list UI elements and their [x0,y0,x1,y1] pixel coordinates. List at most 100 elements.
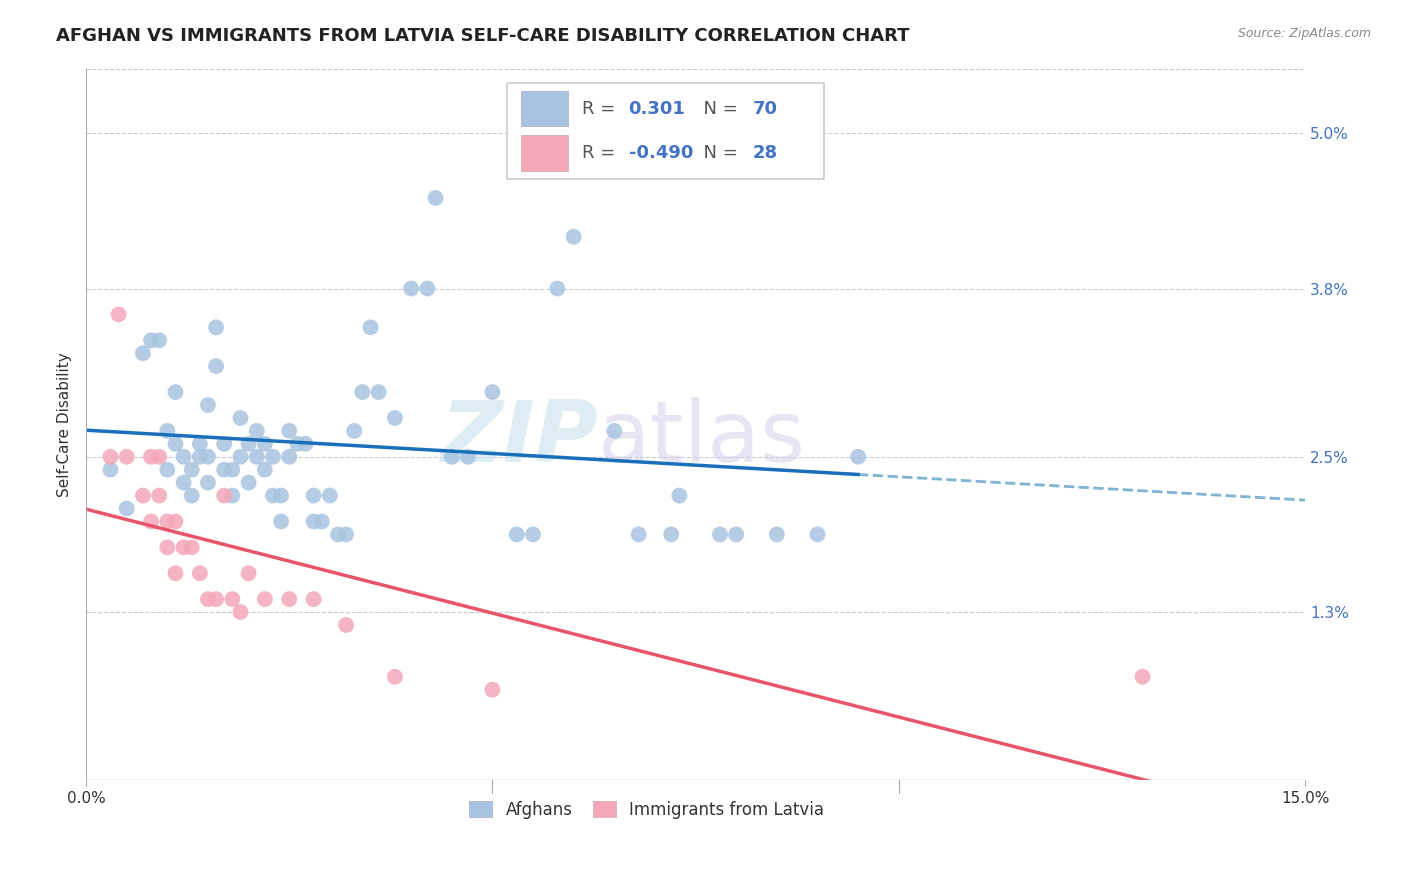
Point [197,475,219,490]
Point [139,333,162,347]
Point [806,527,828,541]
Point [335,527,357,541]
Point [294,437,316,451]
Point [180,541,202,555]
Point [221,463,243,477]
Point [522,527,544,541]
Text: AFGHAN VS IMMIGRANTS FROM LATVIA SELF-CARE DISABILITY CORRELATION CHART: AFGHAN VS IMMIGRANTS FROM LATVIA SELF-CA… [56,27,910,45]
Legend: Afghans, Immigrants from Latvia: Afghans, Immigrants from Latvia [463,794,831,825]
Point [148,450,170,464]
Point [278,592,301,607]
Point [188,450,211,464]
Point [319,489,342,503]
FancyBboxPatch shape [522,91,568,127]
Point [221,592,243,607]
Point [132,489,155,503]
Point [139,450,162,464]
Point [212,489,235,503]
Point [440,450,463,464]
Point [457,450,479,464]
Point [562,229,585,244]
Point [481,385,503,400]
Text: -0.490: -0.490 [628,144,693,162]
Point [156,515,179,529]
Point [326,527,349,541]
Point [399,281,422,295]
Point [165,385,187,400]
Text: R =: R = [582,144,621,162]
Point [180,463,202,477]
Point [115,450,138,464]
Point [384,670,406,684]
Point [100,463,122,477]
FancyBboxPatch shape [522,135,568,170]
Point [352,385,374,400]
Point [335,618,357,632]
Point [229,411,252,425]
Point [212,437,235,451]
Text: 0.301: 0.301 [628,100,685,118]
Point [659,527,682,541]
Point [668,489,690,503]
Point [212,463,235,477]
Point [425,191,447,205]
Point [107,307,129,321]
Point [603,424,626,438]
Point [384,411,406,425]
Point [188,566,211,581]
Point [197,398,219,412]
Point [148,489,170,503]
Point [156,424,179,438]
Point [173,450,195,464]
Point [285,437,308,451]
Point [725,527,748,541]
Point [238,566,260,581]
Text: N =: N = [692,144,744,162]
Point [367,385,389,400]
Point [173,541,195,555]
Point [188,437,211,451]
Point [115,501,138,516]
Point [197,592,219,607]
Text: Source: ZipAtlas.com: Source: ZipAtlas.com [1237,27,1371,40]
Text: ZIP: ZIP [440,397,598,480]
Point [180,489,202,503]
Point [173,475,195,490]
Point [221,489,243,503]
Point [278,424,301,438]
Point [165,515,187,529]
Point [416,281,439,295]
Point [1132,670,1154,684]
Point [846,450,869,464]
Point [156,463,179,477]
Point [709,527,731,541]
Point [302,592,325,607]
Point [302,489,325,503]
Point [627,527,650,541]
Point [205,592,228,607]
Point [229,605,252,619]
Point [165,566,187,581]
Point [139,515,162,529]
Point [270,489,292,503]
Point [205,359,228,374]
Point [262,450,284,464]
Point [253,463,276,477]
Point [302,515,325,529]
Point [343,424,366,438]
Point [148,333,170,347]
Y-axis label: Self-Care Disability: Self-Care Disability [58,352,72,497]
Point [546,281,568,295]
Point [246,450,269,464]
Point [481,682,503,697]
Text: N =: N = [692,100,744,118]
Point [360,320,382,334]
Point [205,320,228,334]
Text: 28: 28 [752,144,778,162]
Point [311,515,333,529]
Point [506,527,529,541]
Point [100,450,122,464]
Point [766,527,789,541]
Point [156,541,179,555]
Text: atlas: atlas [598,397,806,480]
